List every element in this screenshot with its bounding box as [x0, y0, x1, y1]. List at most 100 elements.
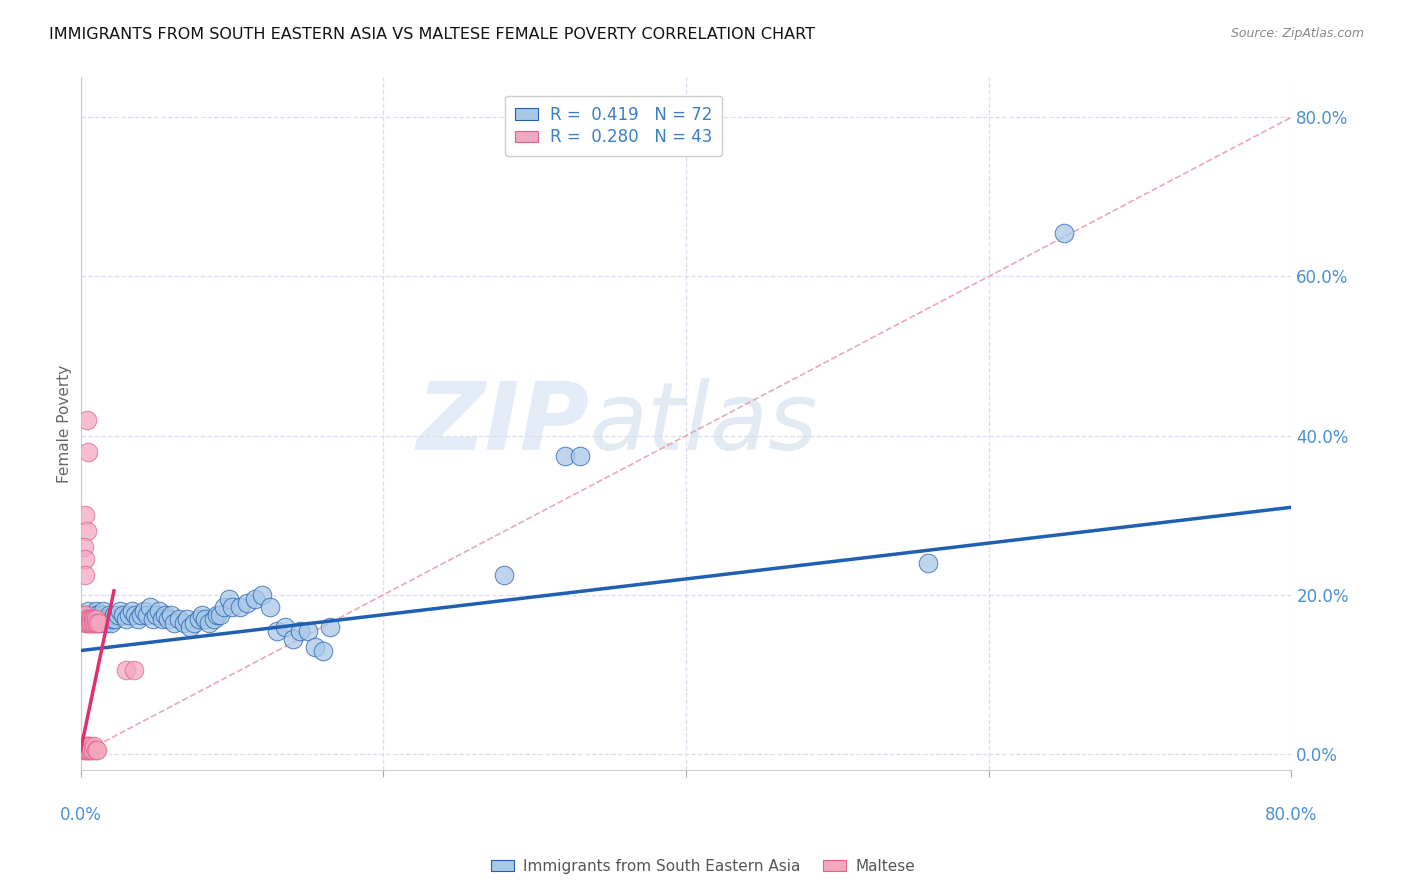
Point: [83, 612, 105, 626]
Point: [1053, 226, 1076, 240]
Point: [167, 612, 190, 626]
Point: [554, 449, 576, 463]
Point: [281, 632, 304, 646]
Point: [76, 743, 98, 757]
Point: [84, 615, 107, 630]
Point: [90, 607, 112, 622]
Point: [179, 620, 201, 634]
Point: [76, 615, 98, 630]
Point: [136, 607, 159, 622]
Point: [214, 599, 236, 614]
Point: [124, 607, 146, 622]
Point: [84, 612, 107, 626]
Text: Source: ZipAtlas.com: Source: ZipAtlas.com: [1230, 27, 1364, 40]
Text: IMMIGRANTS FROM SOUTH EASTERN ASIA VS MALTESE FEMALE POVERTY CORRELATION CHART: IMMIGRANTS FROM SOUTH EASTERN ASIA VS MA…: [49, 27, 815, 42]
Legend: Immigrants from South Eastern Asia, Maltese: Immigrants from South Eastern Asia, Malt…: [485, 853, 921, 880]
Point: [75, 508, 97, 523]
Point: [77, 615, 100, 630]
Point: [160, 607, 183, 622]
Point: [87, 615, 110, 630]
Text: 80.0%: 80.0%: [1265, 805, 1317, 824]
Point: [73, 607, 96, 622]
Point: [83, 615, 105, 630]
Point: [76, 413, 98, 427]
Point: [304, 640, 326, 654]
Point: [83, 607, 105, 622]
Point: [319, 620, 342, 634]
Point: [80, 612, 103, 626]
Point: [79, 615, 101, 630]
Point: [76, 524, 98, 538]
Point: [76, 739, 98, 753]
Point: [205, 607, 228, 622]
Point: [297, 624, 319, 638]
Point: [183, 615, 205, 630]
Point: [917, 556, 939, 570]
Point: [163, 615, 186, 630]
Point: [79, 612, 101, 626]
Point: [228, 599, 250, 614]
Point: [107, 607, 129, 622]
Point: [252, 588, 274, 602]
Point: [115, 664, 138, 678]
Point: [139, 599, 162, 614]
Point: [93, 604, 115, 618]
Point: [118, 607, 141, 622]
Point: [198, 615, 221, 630]
Point: [208, 607, 231, 622]
Point: [84, 743, 107, 757]
Point: [194, 612, 217, 626]
Point: [101, 612, 124, 626]
Legend: R =  0.419   N = 72, R =  0.280   N = 43: R = 0.419 N = 72, R = 0.280 N = 43: [505, 96, 723, 156]
Point: [73, 743, 96, 757]
Point: [83, 739, 105, 753]
Point: [103, 607, 125, 622]
Point: [79, 739, 101, 753]
Point: [89, 615, 111, 630]
Point: [77, 612, 100, 626]
Point: [79, 612, 101, 626]
Point: [79, 743, 101, 757]
Point: [274, 620, 297, 634]
Point: [145, 607, 167, 622]
Point: [104, 612, 127, 626]
Point: [80, 743, 103, 757]
Point: [82, 612, 104, 626]
Point: [122, 664, 145, 678]
Point: [98, 607, 121, 622]
Point: [86, 607, 108, 622]
Point: [190, 607, 212, 622]
Point: [84, 604, 107, 618]
Point: [75, 615, 97, 630]
Point: [94, 612, 117, 626]
Point: [187, 612, 209, 626]
Point: [134, 604, 156, 618]
Point: [76, 612, 98, 626]
Point: [108, 604, 131, 618]
Point: [97, 612, 120, 626]
Point: [236, 596, 259, 610]
Point: [96, 615, 118, 630]
Point: [312, 643, 335, 657]
Point: [142, 612, 165, 626]
Point: [73, 540, 96, 554]
Text: 0.0%: 0.0%: [59, 805, 101, 824]
Point: [75, 568, 97, 582]
Y-axis label: Female Poverty: Female Poverty: [58, 365, 72, 483]
Point: [121, 604, 143, 618]
Text: ZIP: ZIP: [416, 377, 589, 470]
Point: [75, 552, 97, 566]
Point: [259, 599, 281, 614]
Point: [77, 604, 100, 618]
Point: [82, 615, 104, 630]
Point: [77, 743, 100, 757]
Point: [87, 612, 110, 626]
Point: [157, 612, 180, 626]
Point: [127, 612, 149, 626]
Point: [77, 739, 100, 753]
Point: [80, 615, 103, 630]
Point: [75, 607, 97, 622]
Point: [112, 607, 135, 622]
Point: [266, 624, 288, 638]
Point: [100, 615, 122, 630]
